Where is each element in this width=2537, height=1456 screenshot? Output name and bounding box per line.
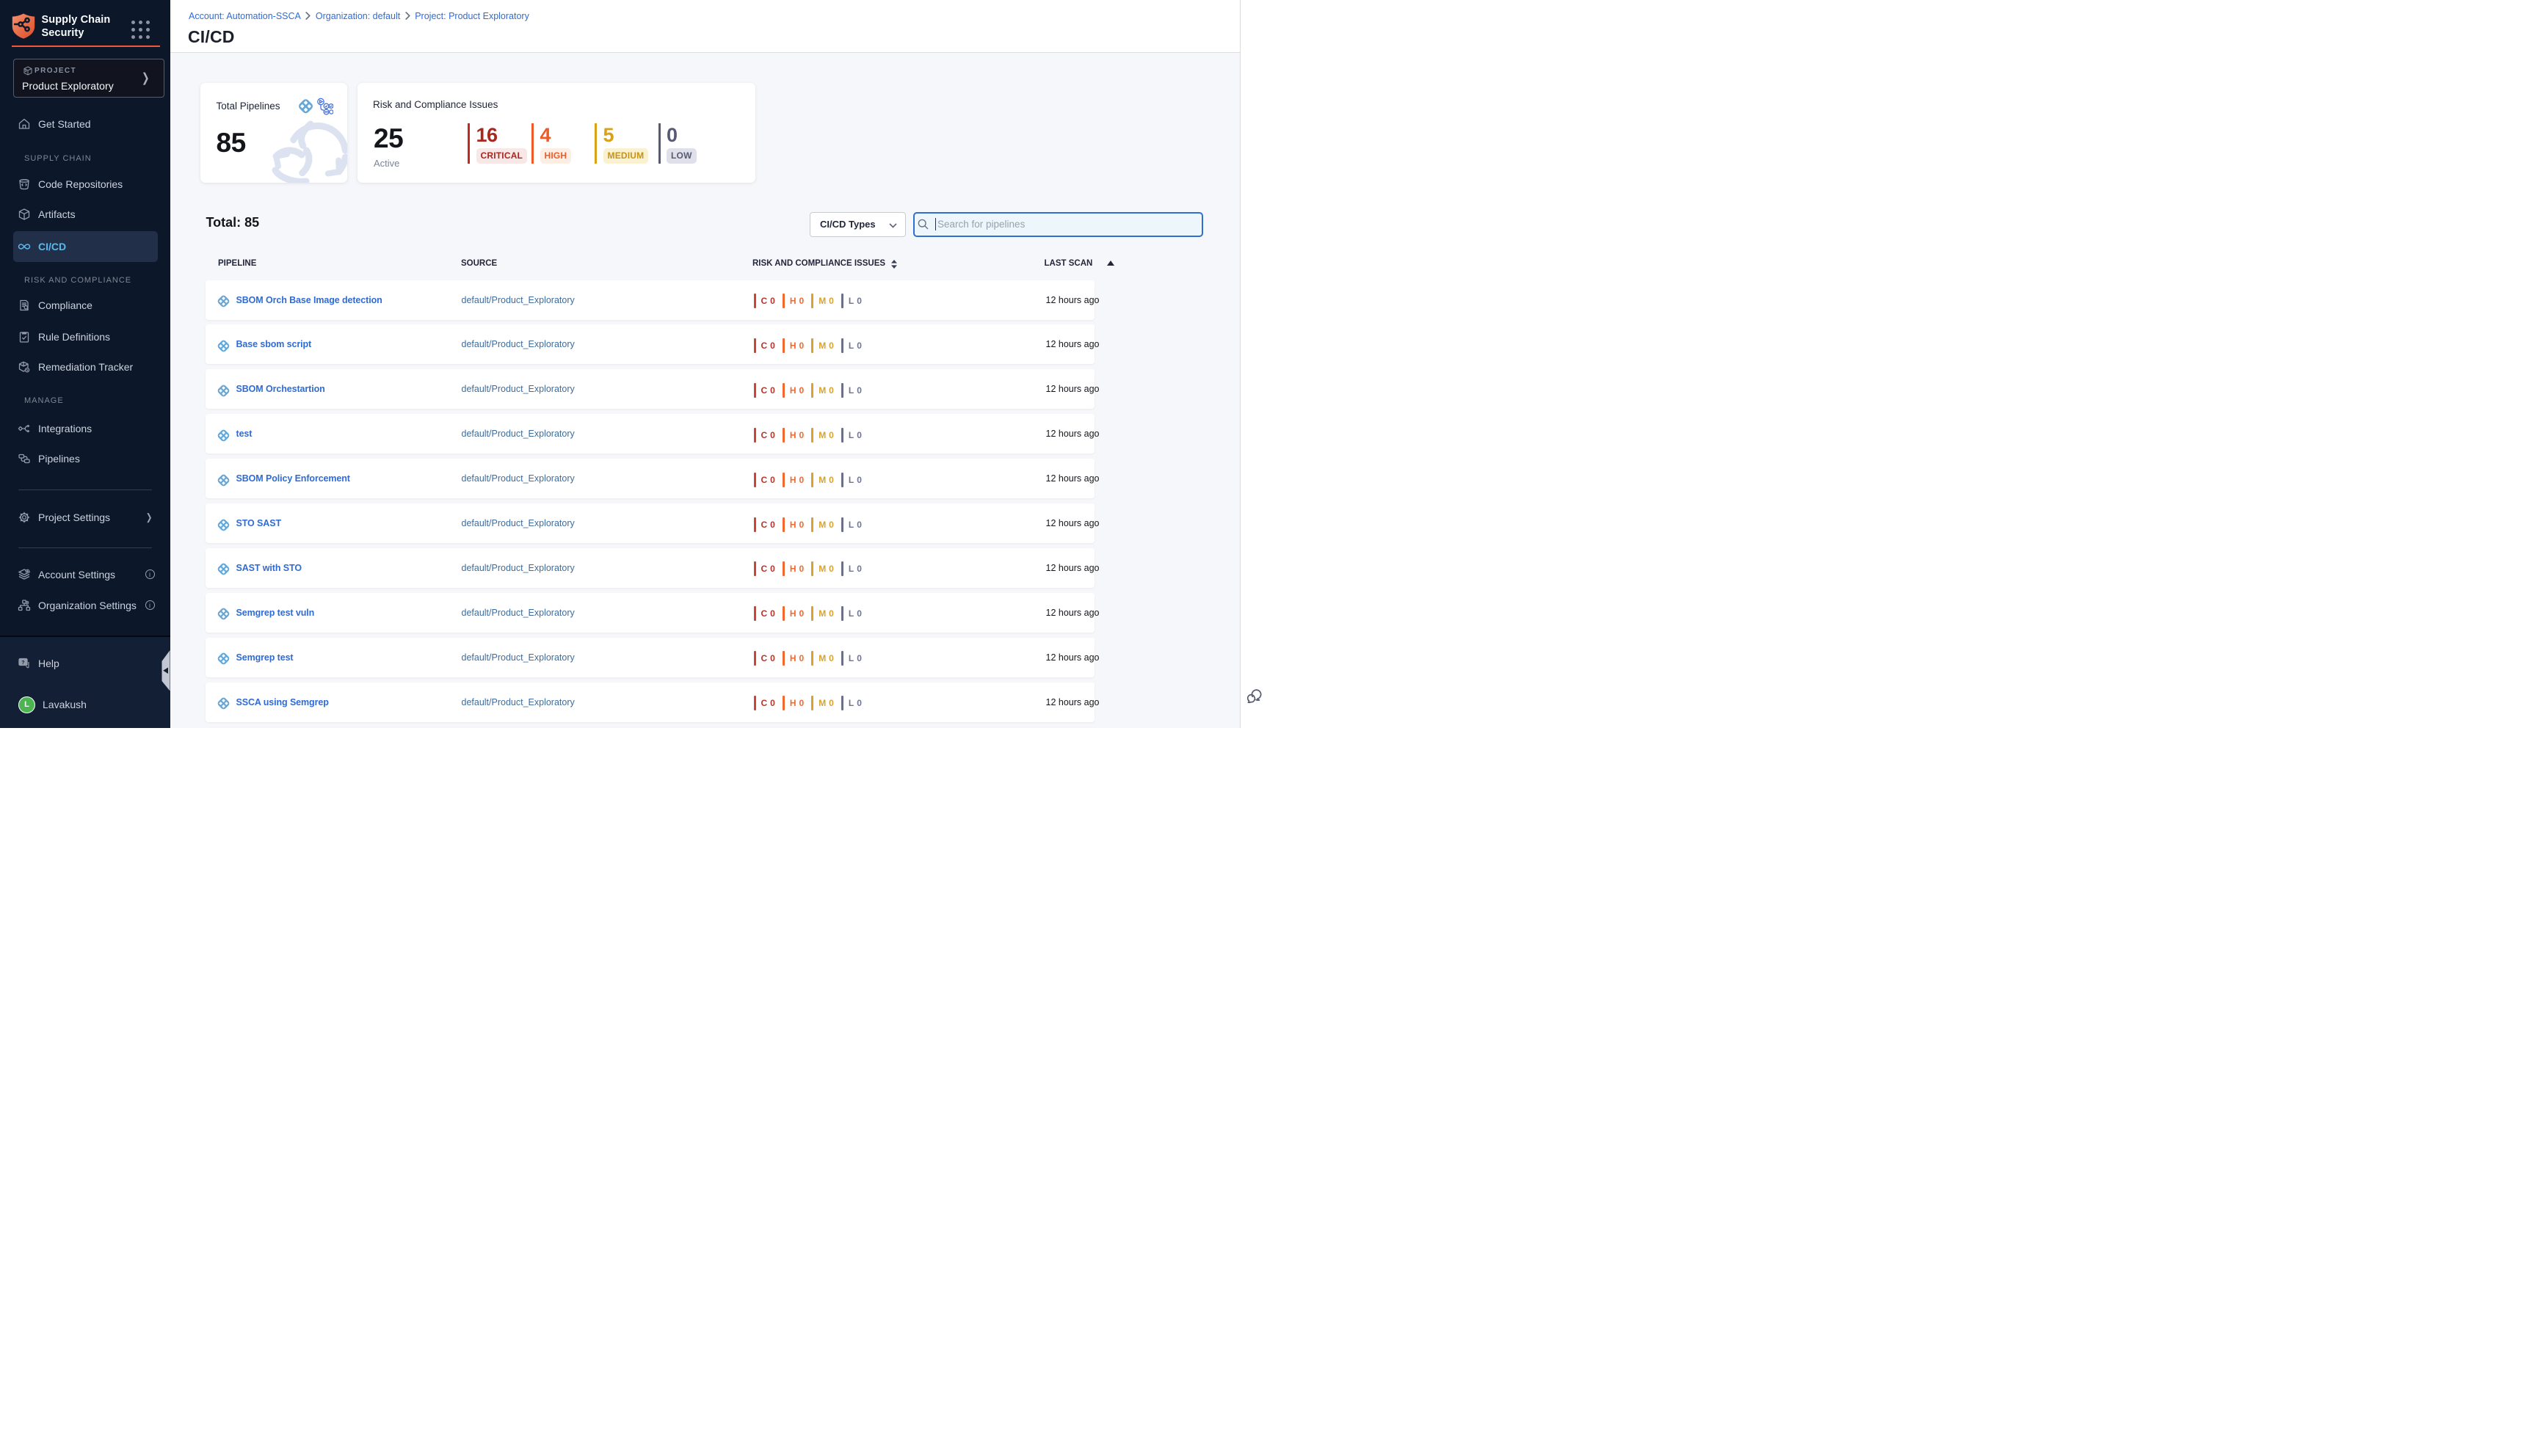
svg-text:?: ? xyxy=(21,660,24,666)
